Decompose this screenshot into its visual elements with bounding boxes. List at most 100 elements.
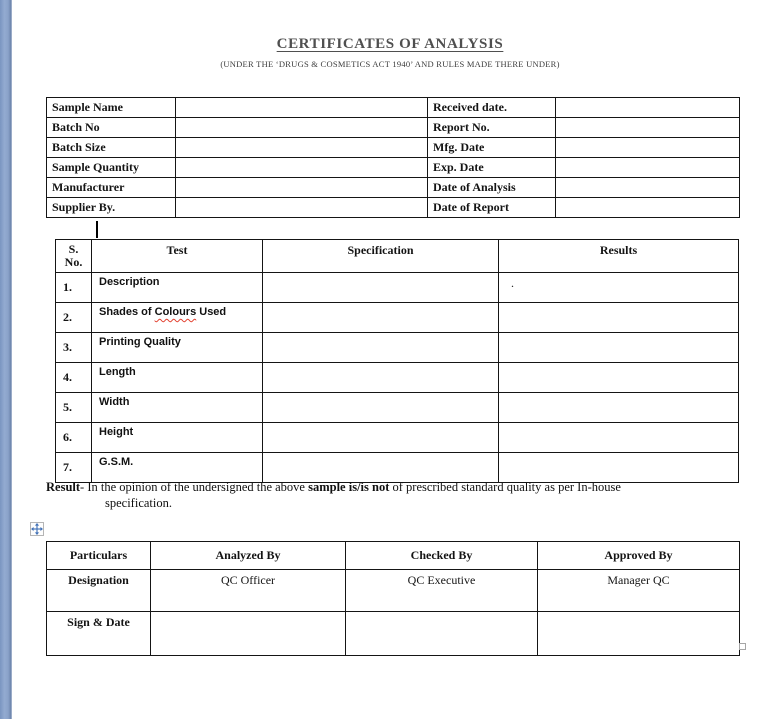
row-number: 6. [55,422,92,453]
col-header-results: Results [498,239,739,273]
sign-date-approved-by[interactable] [537,611,740,656]
table-row: Batch No Report No. [46,117,740,138]
result-bold-phrase: sample is/is not [308,480,390,494]
col-header-particulars: Particulars [46,541,151,570]
table-row: Supplier By. Date of Report [46,197,740,218]
field-label-batch-size: Batch Size [46,137,176,158]
specification-cell[interactable] [262,392,499,423]
results-cell[interactable] [498,332,739,363]
specification-cell[interactable] [262,362,499,393]
table-move-icon [31,523,43,535]
table-row: Sample Name Received date. [46,97,740,118]
field-value-sample-quantity[interactable] [175,157,428,178]
results-cell[interactable] [498,392,739,423]
col-header-sno: S. No. [55,239,92,273]
row-number: 7. [55,452,92,483]
test-name-part: Shades of [99,306,155,318]
field-label-report-no: Report No. [427,117,556,138]
signoff-table: Particulars Analyzed By Checked By Appro… [46,541,740,656]
result-label: Result [46,480,81,494]
result-separator: - [80,480,88,494]
sample-info-table: Sample Name Received date. Batch No Repo… [46,97,740,218]
table-row: Sign & Date [46,611,740,656]
results-cell[interactable] [498,302,739,333]
field-value-batch-no[interactable] [175,117,428,138]
specification-cell[interactable] [262,332,499,363]
result-tail-text: of prescribed standard quality as per In… [389,480,621,494]
row-label-designation: Designation [46,569,151,612]
test-name-width: Width [91,392,263,423]
specification-cell[interactable] [262,302,499,333]
table-resize-handle[interactable] [739,643,746,650]
page-title: CERTIFICATES OF ANALYSIS [276,36,504,52]
table-row: Batch Size Mfg. Date [46,137,740,158]
sign-date-analyzed-by[interactable] [150,611,346,656]
row-label-sign-date: Sign & Date [46,611,151,656]
field-value-sample-name[interactable] [175,97,428,118]
text-cursor [96,221,98,238]
field-label-mfg-date: Mfg. Date [427,137,556,158]
row-number: 4. [55,362,92,393]
table-row: 7. G.S.M. [55,452,739,483]
field-label-date-of-analysis: Date of Analysis [427,177,556,198]
col-header-approved-by: Approved By [537,541,740,570]
result-statement: Result- In the opinion of the undersigne… [46,479,746,511]
table-row: 1. Description . [55,272,739,303]
field-value-manufacturer[interactable] [175,177,428,198]
field-value-mfg-date[interactable] [555,137,740,158]
field-value-report-no[interactable] [555,117,740,138]
col-header-checked-by: Checked By [345,541,538,570]
designation-approved-by: Manager QC [537,569,740,612]
designation-analyzed-by: QC Officer [150,569,346,612]
table-row: 6. Height [55,422,739,453]
table-row: Manufacturer Date of Analysis [46,177,740,198]
sign-date-checked-by[interactable] [345,611,538,656]
field-label-supplier-by: Supplier By. [46,197,176,218]
table-row: 2. Shades of Colours Used [55,302,739,333]
field-label-exp-date: Exp. Date [427,157,556,178]
table-move-handle[interactable] [30,522,44,536]
test-name-part: Used [196,306,227,318]
table-header-row: S. No. Test Specification Results [55,239,739,273]
designation-checked-by: QC Executive [345,569,538,612]
field-value-date-of-analysis[interactable] [555,177,740,198]
spellcheck-squiggle-word: Colours [154,306,197,318]
field-label-sample-name: Sample Name [46,97,176,118]
table-row: 5. Width [55,392,739,423]
field-value-supplier-by[interactable] [175,197,428,218]
test-name-gsm: G.S.M. [91,452,263,483]
table-row: Designation QC Officer QC Executive Mana… [46,569,740,612]
result-statement-line2: specification. [105,496,172,510]
results-cell[interactable] [498,452,739,483]
field-label-sample-quantity: Sample Quantity [46,157,176,178]
result-body-text: In the opinion of the undersigned the ab… [87,480,309,494]
test-name-description: Description [91,272,263,303]
col-header-analyzed-by: Analyzed By [150,541,346,570]
specification-cell[interactable] [262,452,499,483]
row-number: 3. [55,332,92,363]
specification-cell[interactable] [262,422,499,453]
result-statement-line1: Result- In the opinion of the undersigne… [46,479,746,495]
table-header-row: Particulars Analyzed By Checked By Appro… [46,541,740,570]
col-header-specification: Specification [262,239,499,273]
page-subtitle: (UNDER THE ‘DRUGS & COSMETICS ACT 1940’ … [220,59,560,69]
test-name-height: Height [91,422,263,453]
row-number: 5. [55,392,92,423]
field-value-exp-date[interactable] [555,157,740,178]
table-row: Sample Quantity Exp. Date [46,157,740,178]
field-label-batch-no: Batch No [46,117,176,138]
results-cell[interactable] [498,422,739,453]
field-value-received-date[interactable] [555,97,740,118]
field-label-received-date: Received date. [427,97,556,118]
test-name-printing-quality: Printing Quality [91,332,263,363]
table-row: 4. Length [55,362,739,393]
results-cell[interactable]: . [498,272,739,303]
specification-cell[interactable] [262,272,499,303]
field-label-manufacturer: Manufacturer [46,177,176,198]
test-name-shades-of-colours: Shades of Colours Used [91,302,263,333]
col-header-test: Test [91,239,263,273]
field-value-date-of-report[interactable] [555,197,740,218]
test-name-length: Length [91,362,263,393]
results-cell[interactable] [498,362,739,393]
field-value-batch-size[interactable] [175,137,428,158]
